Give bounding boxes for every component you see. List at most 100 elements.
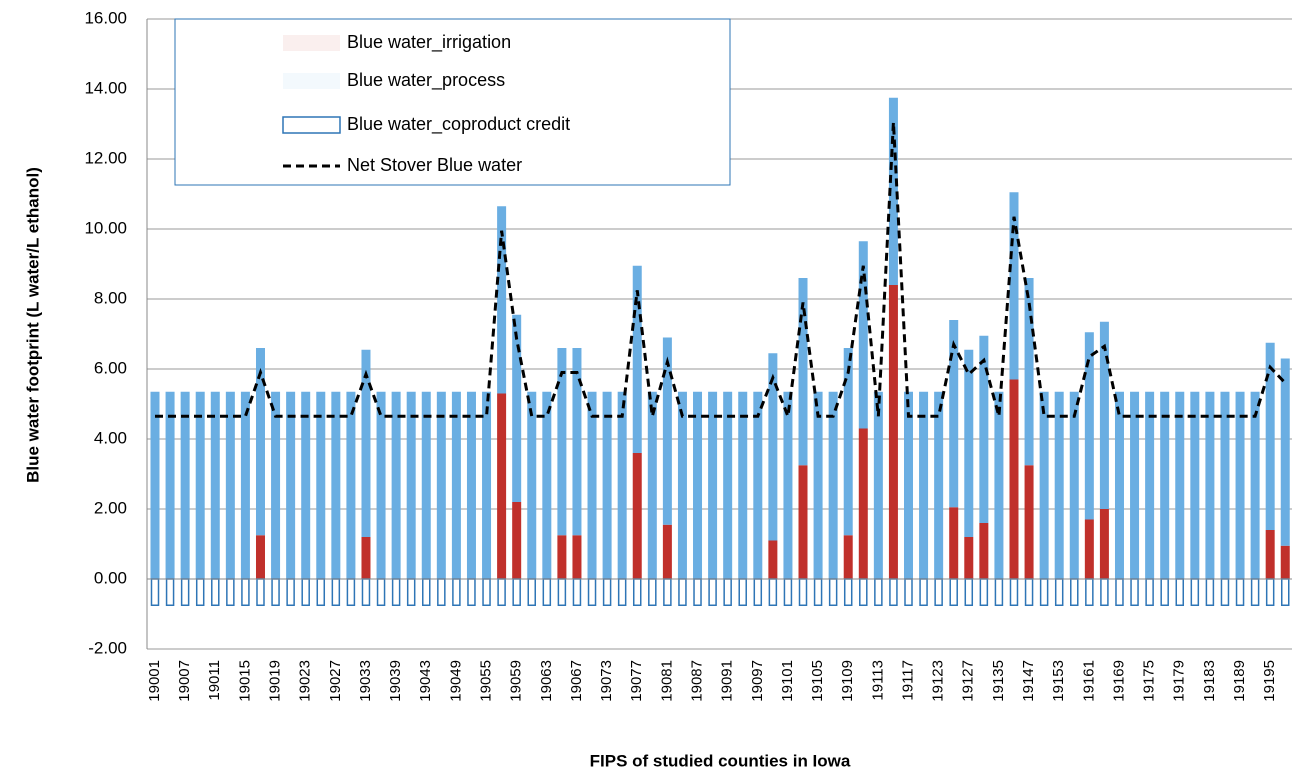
bar-segment xyxy=(1069,391,1079,579)
credit-bar xyxy=(1039,578,1049,606)
bar-segment xyxy=(843,535,853,579)
credit-bar xyxy=(889,578,898,606)
credit-bar xyxy=(512,578,521,606)
credit-bar xyxy=(226,578,235,606)
bar-segment xyxy=(391,391,401,579)
credit-bar xyxy=(150,578,160,606)
bar-segment xyxy=(346,391,356,579)
x-tick-label: 19189 xyxy=(1231,660,1248,702)
bar-segment xyxy=(858,241,868,429)
credit-bar xyxy=(813,578,823,606)
bar-segment xyxy=(1024,278,1034,466)
bar-segment xyxy=(1099,509,1109,579)
credit-bar xyxy=(1009,578,1019,606)
x-tick-label: 19183 xyxy=(1201,660,1218,702)
x-tick-label: 19195 xyxy=(1261,660,1278,702)
credit-bar xyxy=(828,578,838,606)
x-tick-label: 19091 xyxy=(719,660,736,702)
bar-segment xyxy=(768,540,778,579)
bar-segment xyxy=(783,391,793,579)
bar-segment xyxy=(949,507,959,579)
bar-segment xyxy=(1280,358,1290,546)
bar-segment xyxy=(979,335,989,523)
bar-segment xyxy=(798,278,808,466)
x-tick-label: 19169 xyxy=(1110,660,1127,702)
bar-segment xyxy=(1009,379,1019,579)
credit-bar xyxy=(406,578,416,606)
bar-segment xyxy=(497,393,507,579)
credit-bar xyxy=(874,578,883,606)
legend-swatch xyxy=(283,73,340,89)
x-tick-label: 19063 xyxy=(538,660,555,702)
credit-bar xyxy=(723,578,732,606)
credit-bar xyxy=(482,578,491,606)
credit-bar xyxy=(301,578,310,606)
credit-bar xyxy=(467,578,476,606)
credit-bar xyxy=(256,578,265,606)
x-tick-label: 19055 xyxy=(478,660,495,702)
credit-bar xyxy=(361,578,371,606)
credit-bar xyxy=(617,578,627,606)
bar-segment xyxy=(1039,391,1049,579)
bar-segment xyxy=(858,428,868,579)
credit-bar xyxy=(1100,578,1109,606)
x-tick-label: 19015 xyxy=(236,660,253,702)
bar-segment xyxy=(1114,391,1124,579)
credit-bar xyxy=(1115,578,1124,606)
credit-bar xyxy=(919,578,928,606)
y-tick-label: 14.00 xyxy=(84,78,127,97)
bar-segment xyxy=(512,314,522,502)
bar-segment xyxy=(210,391,220,579)
credit-bar xyxy=(1281,578,1290,606)
credit-bar xyxy=(708,578,717,606)
credit-bar xyxy=(1160,578,1169,606)
x-tick-label: 19153 xyxy=(1050,660,1067,702)
bar-segment xyxy=(421,391,431,579)
bar-segment xyxy=(1220,391,1230,579)
bar-segment xyxy=(662,524,672,579)
bar-segment xyxy=(873,391,883,579)
bar-segment xyxy=(557,348,567,536)
bar-segment xyxy=(964,537,974,579)
bar-segment xyxy=(979,523,989,579)
credit-bar xyxy=(180,578,190,606)
y-tick-label: 10.00 xyxy=(84,218,127,237)
bar-segment xyxy=(1160,391,1170,579)
x-tick-label: 19073 xyxy=(598,660,615,702)
credit-bar xyxy=(768,578,778,606)
x-tick-label: 19049 xyxy=(447,660,464,702)
bar-segment xyxy=(1265,342,1275,530)
bar-segment xyxy=(813,391,823,579)
x-tick-label: 19135 xyxy=(990,660,1007,702)
bar-segment xyxy=(316,391,326,579)
bar-segment xyxy=(828,391,838,579)
credit-bar xyxy=(1250,578,1260,606)
credit-bar xyxy=(1190,578,1200,606)
bar-segment xyxy=(271,391,281,579)
x-tick-label: 19043 xyxy=(417,660,434,702)
net-line xyxy=(155,122,1287,418)
legend-swatch xyxy=(282,116,341,134)
credit-bar xyxy=(663,578,672,606)
bar-segment xyxy=(436,391,446,579)
credit-bar xyxy=(587,578,597,606)
bar-segment xyxy=(1235,391,1245,579)
x-tick-label: 19077 xyxy=(628,660,645,702)
bar-segment xyxy=(195,391,205,579)
credit-bar xyxy=(346,578,356,606)
bar-segment xyxy=(376,391,386,579)
bar-segment xyxy=(632,265,642,453)
bar-segment xyxy=(647,391,657,579)
credit-bar xyxy=(1024,578,1034,606)
x-tick-label: 19123 xyxy=(930,660,947,702)
bar-segment xyxy=(843,348,853,536)
credit-bar xyxy=(1070,578,1079,606)
x-axis-title: FIPS of studied counties in Iowa xyxy=(590,751,851,770)
credit-bar xyxy=(452,578,461,606)
credit-bar xyxy=(1220,578,1230,606)
legend-label: Blue water_irrigation xyxy=(347,32,511,53)
x-tick-label: 19023 xyxy=(297,660,314,702)
x-tick-label: 19033 xyxy=(357,660,374,702)
legend-label: Blue water_process xyxy=(347,70,505,91)
